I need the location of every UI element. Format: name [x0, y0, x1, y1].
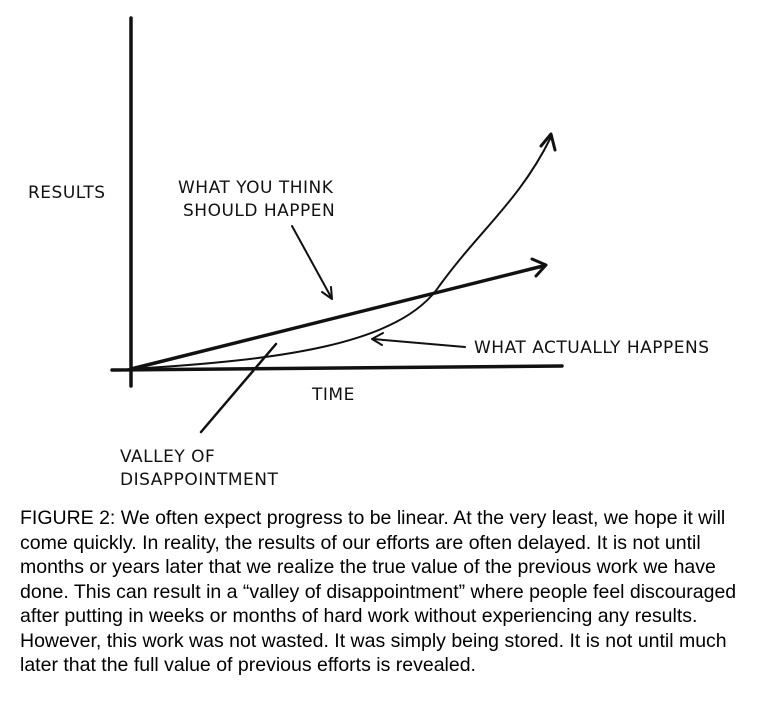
expected-label-line1: WHAT YOU THINK	[178, 178, 334, 198]
actual-progress-curve	[130, 136, 552, 370]
actual-label-pointer-head	[371, 332, 384, 346]
actual-label-pointer	[372, 338, 466, 348]
y-axis-label: RESULTS	[28, 183, 106, 203]
expected-label-pointer-head	[321, 286, 333, 300]
progress-diagram: RESULTS TIME WHAT YOU THINK SHOULD HAPPE…	[28, 16, 709, 490]
valley-pointer	[199, 342, 278, 434]
valley-label-line1: VALLEY OF	[120, 447, 215, 467]
x-axis	[110, 364, 564, 372]
actual-progress-arrowhead	[539, 132, 557, 152]
figure-caption: FIGURE 2: We often expect progress to be…	[20, 507, 737, 676]
actual-label: WHAT ACTUALLY HAPPENS	[474, 338, 709, 358]
expected-label-pointer	[291, 225, 332, 298]
x-axis-label: TIME	[311, 385, 355, 405]
expected-label-line2: SHOULD HAPPEN	[183, 201, 335, 221]
expected-progress-arrowhead	[530, 257, 548, 278]
expected-progress-line	[129, 264, 545, 371]
valley-label-line2: DISAPPOINTMENT	[120, 470, 278, 490]
